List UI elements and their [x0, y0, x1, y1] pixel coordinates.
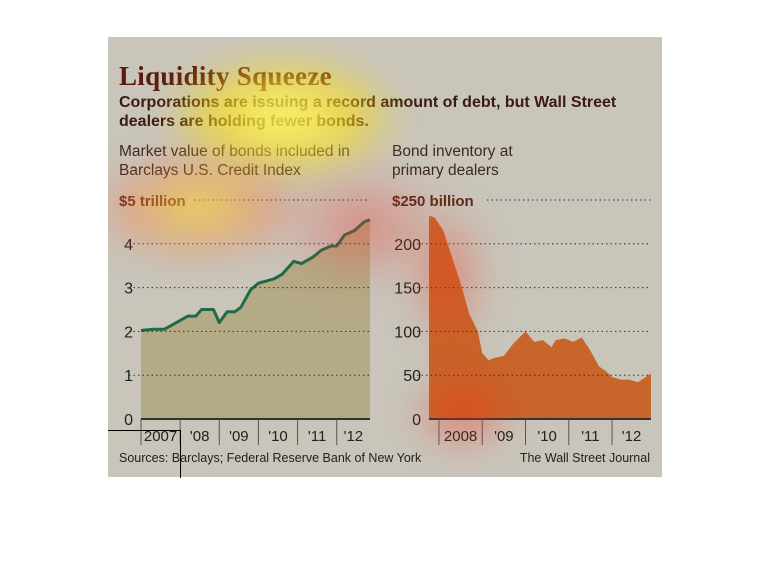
chart-graphic: Liquidity Squeeze Corporations are issui…: [108, 37, 662, 477]
y-tick-label: $250 billion: [392, 193, 474, 210]
crosshair-vertical: [180, 430, 181, 478]
x-tick-label: '12: [622, 428, 642, 445]
y-tick-label: 0: [124, 412, 133, 429]
series-line: [140, 218, 371, 333]
x-tick-label: 2007: [144, 428, 177, 445]
x-tick-label: '11: [308, 428, 326, 445]
x-tick-label: '10: [537, 428, 557, 445]
y-tick-label: 3: [124, 281, 133, 298]
right-chart-title: Bond inventory at primary dealers: [392, 143, 513, 179]
x-tick-label: 2008: [444, 428, 477, 445]
credit: The Wall Street Journal: [519, 451, 650, 465]
y-tick-label: 100: [394, 324, 421, 341]
x-tick-label: '10: [268, 428, 288, 445]
y-tick-label: 4: [124, 237, 133, 254]
x-tick-label: '09: [494, 428, 514, 445]
x-tick-label: '08: [190, 428, 210, 445]
y-tick-label: $5 trillion: [119, 193, 186, 210]
y-tick-label: 150: [394, 281, 421, 298]
crosshair-horizontal: [108, 430, 180, 431]
y-tick-label: 0: [412, 412, 421, 429]
x-tick-label: '09: [229, 428, 249, 445]
x-tick-label: '11: [581, 428, 599, 445]
y-tick-label: 1: [124, 368, 133, 385]
area-1: [429, 215, 651, 419]
y-tick-label: 50: [403, 368, 421, 385]
y-tick-label: 200: [394, 237, 421, 254]
area-0: [141, 219, 370, 419]
y-tick-label: 2: [124, 324, 133, 341]
x-tick-label: '12: [344, 428, 364, 445]
source-note: Sources: Barclays; Federal Reserve Bank …: [119, 451, 422, 465]
charts-svg: 0 1 2 3 4 $5 trillion 2007 '08 '09 '10 '11 '12 0 50 10…: [119, 193, 651, 445]
